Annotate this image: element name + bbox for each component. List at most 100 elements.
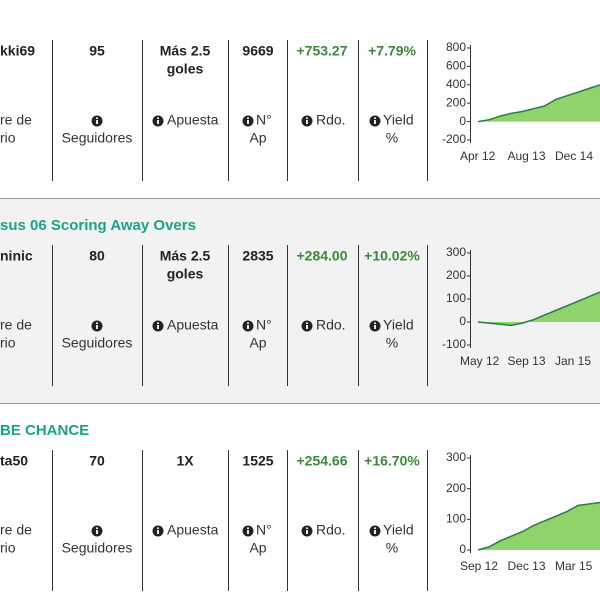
info-icon-dot xyxy=(247,527,249,529)
result: +284.00 xyxy=(297,248,348,264)
x-tick-label: Sep 13 xyxy=(508,354,546,368)
info-icon-dot xyxy=(157,527,159,529)
bet: 1X xyxy=(176,453,194,469)
x-tick-label: Dec 14 xyxy=(555,149,593,163)
info-icon-dot xyxy=(157,117,159,119)
y-tick-label: -100 xyxy=(442,337,466,351)
y-tick-label: 300 xyxy=(446,450,466,464)
info-icon-dot xyxy=(306,322,308,324)
bet-count: 9669 xyxy=(242,43,273,59)
info-icon-dot xyxy=(374,527,376,529)
result-label: Rdo. xyxy=(316,317,346,333)
y-tick-label: 0 xyxy=(459,314,466,328)
yield-label: Yield xyxy=(383,522,414,538)
bet-count-label: N° xyxy=(256,522,272,538)
info-icon-i xyxy=(96,530,98,534)
yield-label: % xyxy=(386,540,398,556)
info-icon-i xyxy=(374,120,376,124)
x-tick-label: Aug 13 xyxy=(508,149,546,163)
followers-label: Seguidores xyxy=(62,130,133,146)
y-tick-label: 300 xyxy=(446,245,466,259)
y-tick-label: 200 xyxy=(446,95,466,109)
bet-label: Apuesta xyxy=(167,112,219,128)
user-label: re de xyxy=(0,317,32,333)
user-name: ninic xyxy=(0,248,33,264)
info-icon-i xyxy=(247,120,249,124)
bet-count: 1525 xyxy=(242,453,273,469)
y-tick-label: 400 xyxy=(446,77,466,91)
x-tick-label: Mar 15 xyxy=(555,559,593,573)
followers-label: Seguidores xyxy=(62,335,133,351)
info-icon-i xyxy=(374,530,376,534)
x-tick-label: Dec 13 xyxy=(508,559,546,573)
info-icon-i xyxy=(374,325,376,329)
bet: goles xyxy=(167,61,204,77)
bet: Más 2.5 xyxy=(160,43,211,59)
bet-label: Apuesta xyxy=(167,317,219,333)
line xyxy=(477,84,600,123)
info-icon-dot xyxy=(96,322,98,324)
followers: 80 xyxy=(89,248,105,264)
yield: +10.02% xyxy=(364,248,420,264)
yield-label: % xyxy=(386,335,398,351)
y-tick-label: -200 xyxy=(442,132,466,146)
area xyxy=(478,84,600,122)
info-icon-i xyxy=(306,325,308,329)
y-tick-label: 0 xyxy=(459,114,466,128)
bet: Más 2.5 xyxy=(160,248,211,264)
info-icon-i xyxy=(157,530,159,534)
x-tick-label: Apr 12 xyxy=(460,149,496,163)
x-tick-label: Sep 12 xyxy=(460,559,498,573)
section-title: BE CHANCE xyxy=(0,422,89,439)
followers-label: Seguidores xyxy=(62,540,133,556)
line xyxy=(477,501,600,551)
info-icon-dot xyxy=(374,117,376,119)
result: +254.66 xyxy=(297,453,348,469)
result: +753.27 xyxy=(297,43,348,59)
info-icon-i xyxy=(157,325,159,329)
user-label: rio xyxy=(0,130,16,146)
info-icon-dot xyxy=(96,527,98,529)
info-icon-i xyxy=(306,530,308,534)
result-label: Rdo. xyxy=(316,522,346,538)
y-tick-label: 100 xyxy=(446,512,466,526)
bet-count-label: N° xyxy=(256,112,272,128)
result-label: Rdo. xyxy=(316,112,346,128)
bet-count-label: N° xyxy=(256,317,272,333)
user-label: rio xyxy=(0,540,16,556)
yield-label: Yield xyxy=(383,317,414,333)
y-tick-label: 200 xyxy=(446,481,466,495)
user-name: ta50 xyxy=(0,453,28,469)
info-icon-dot xyxy=(306,527,308,529)
y-tick-label: 0 xyxy=(459,542,466,556)
info-icon-dot xyxy=(157,322,159,324)
section-title: sus 06 Scoring Away Overs xyxy=(0,217,196,234)
area xyxy=(478,292,600,326)
info-icon-dot xyxy=(96,117,98,119)
y-tick-label: 200 xyxy=(446,268,466,282)
user-name: kki69 xyxy=(0,43,35,59)
bet-label: Apuesta xyxy=(167,522,219,538)
x-tick-label: Jan 15 xyxy=(555,354,591,368)
x-tick-label: May 12 xyxy=(460,354,500,368)
yield-label: Yield xyxy=(383,112,414,128)
followers: 95 xyxy=(89,43,105,59)
info-icon-i xyxy=(247,325,249,329)
info-icon-dot xyxy=(247,117,249,119)
line xyxy=(477,291,600,327)
user-label: re de xyxy=(0,112,32,128)
y-tick-label: 100 xyxy=(446,291,466,305)
info-icon-dot xyxy=(374,322,376,324)
user-label: rio xyxy=(0,335,16,351)
info-icon-i xyxy=(96,120,98,124)
user-label: re de xyxy=(0,522,32,538)
info-icon-i xyxy=(157,120,159,124)
bet: goles xyxy=(167,266,204,282)
yield: +7.79% xyxy=(368,43,416,59)
y-tick-label: 600 xyxy=(446,59,466,73)
info-icon-i xyxy=(96,325,98,329)
bet-count-label: Ap xyxy=(249,130,266,146)
info-icon-dot xyxy=(247,322,249,324)
bet-count-label: Ap xyxy=(249,540,266,556)
